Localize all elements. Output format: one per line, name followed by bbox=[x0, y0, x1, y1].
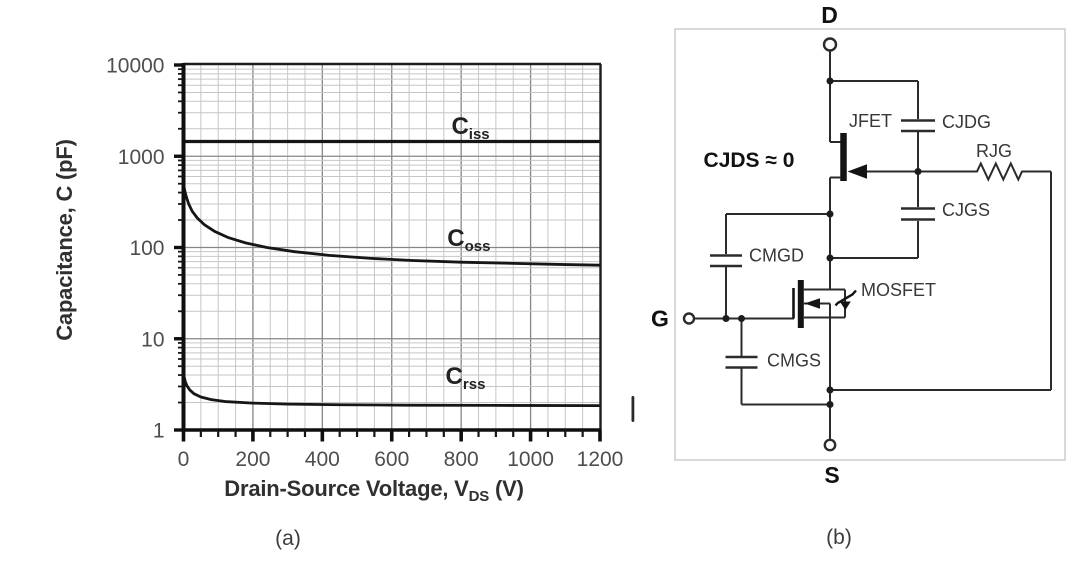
cap-cmgd bbox=[710, 254, 742, 268]
capacitors bbox=[710, 119, 935, 369]
terminal-s-circle bbox=[823, 438, 837, 452]
x-axis-title-sub: DS bbox=[469, 488, 490, 505]
mosfet-body-arrow bbox=[804, 298, 820, 309]
curve-Crss bbox=[182, 371, 602, 408]
cmgd-label: CMGD bbox=[749, 246, 804, 266]
curve-label-main: C bbox=[446, 363, 463, 390]
mosfet-label: MOSFET bbox=[861, 280, 936, 300]
cmgs-label: CMGS bbox=[767, 351, 821, 371]
x-axis-title: Drain-Source Voltage, VDS (V) bbox=[224, 476, 523, 505]
cap-cjgs bbox=[901, 207, 935, 221]
y-tick-label: 100 bbox=[129, 237, 164, 260]
chart-grid bbox=[183, 65, 600, 430]
x-tick-label: 0 bbox=[178, 448, 190, 471]
x-tick-label: 800 bbox=[444, 448, 479, 471]
body-diode-triangle bbox=[839, 301, 851, 310]
x-axis-title-main: Drain-Source Voltage, V bbox=[224, 476, 469, 501]
cjds-note: CJDS ≈ 0 bbox=[704, 149, 795, 172]
circuit-border bbox=[674, 28, 1066, 461]
chart-tick-labels: 0 200 400 600 800 1000 1200 1 10 100 1000 10000 bbox=[106, 55, 623, 472]
curve-label-subscript: iss bbox=[469, 126, 490, 143]
node-cmgs-return bbox=[826, 401, 834, 408]
body-diode-bar bbox=[834, 289, 857, 307]
jfet-label: JFET bbox=[849, 111, 892, 131]
node-gate-cmgd bbox=[722, 315, 730, 322]
jfet-gate-arrow bbox=[847, 164, 867, 179]
terminal-s-label: S bbox=[824, 462, 839, 488]
chart-axes bbox=[174, 62, 602, 442]
node-jfet-source bbox=[826, 254, 834, 262]
curve-Coss bbox=[182, 182, 602, 267]
y-axis-title: Capacitance, C (pF) bbox=[52, 139, 77, 341]
x-tick-label: 1000 bbox=[507, 448, 554, 471]
terminal-g-label: G bbox=[651, 306, 669, 332]
y-tick-label: 10 bbox=[141, 328, 164, 351]
curve-label-Ciss: Ciss bbox=[451, 113, 489, 143]
y-tick-label: 1000 bbox=[118, 146, 165, 169]
terminals bbox=[682, 37, 838, 452]
node-rjg bbox=[914, 168, 922, 175]
terminal-d-circle bbox=[822, 37, 838, 52]
panel-b-caption: (b) bbox=[826, 526, 852, 549]
cjgs-label: CJGS bbox=[942, 200, 990, 220]
y-tick-label: 10000 bbox=[106, 55, 164, 78]
stray-mark bbox=[631, 396, 635, 422]
terminal-d-label: D bbox=[821, 2, 838, 28]
curve-label-subscript: rss bbox=[463, 376, 486, 393]
curve-label-main: C bbox=[447, 225, 464, 252]
x-axis-title-unit: (V) bbox=[489, 476, 524, 501]
node-cmgd bbox=[826, 210, 834, 218]
x-tick-label: 1200 bbox=[577, 448, 624, 471]
curve-label-subscript: oss bbox=[465, 238, 491, 255]
rjg-label: RJG bbox=[976, 141, 1012, 161]
x-tick-label: 200 bbox=[235, 448, 270, 471]
panel-a-caption: (a) bbox=[275, 527, 301, 550]
terminal-g-circle bbox=[682, 312, 696, 325]
curve-label-Coss: Coss bbox=[447, 225, 490, 255]
cjdg-label: CJDG bbox=[942, 112, 991, 132]
node-gate-cmgs bbox=[738, 315, 745, 322]
x-tick-label: 600 bbox=[374, 448, 409, 471]
node-rjg-return bbox=[826, 386, 834, 394]
junction-nodes bbox=[722, 77, 922, 408]
cap-cjdg bbox=[901, 119, 935, 133]
circuit-wires bbox=[694, 50, 1052, 440]
rjg-resistor bbox=[918, 161, 1051, 182]
y-tick-label: 1 bbox=[153, 420, 165, 443]
node-drain bbox=[826, 77, 834, 85]
x-tick-label: 400 bbox=[305, 448, 340, 471]
cap-cmgs bbox=[725, 355, 758, 369]
curve-label-main: C bbox=[451, 113, 468, 140]
chart-curves bbox=[181, 139, 602, 408]
curve-label-Crss: Crss bbox=[446, 363, 486, 393]
